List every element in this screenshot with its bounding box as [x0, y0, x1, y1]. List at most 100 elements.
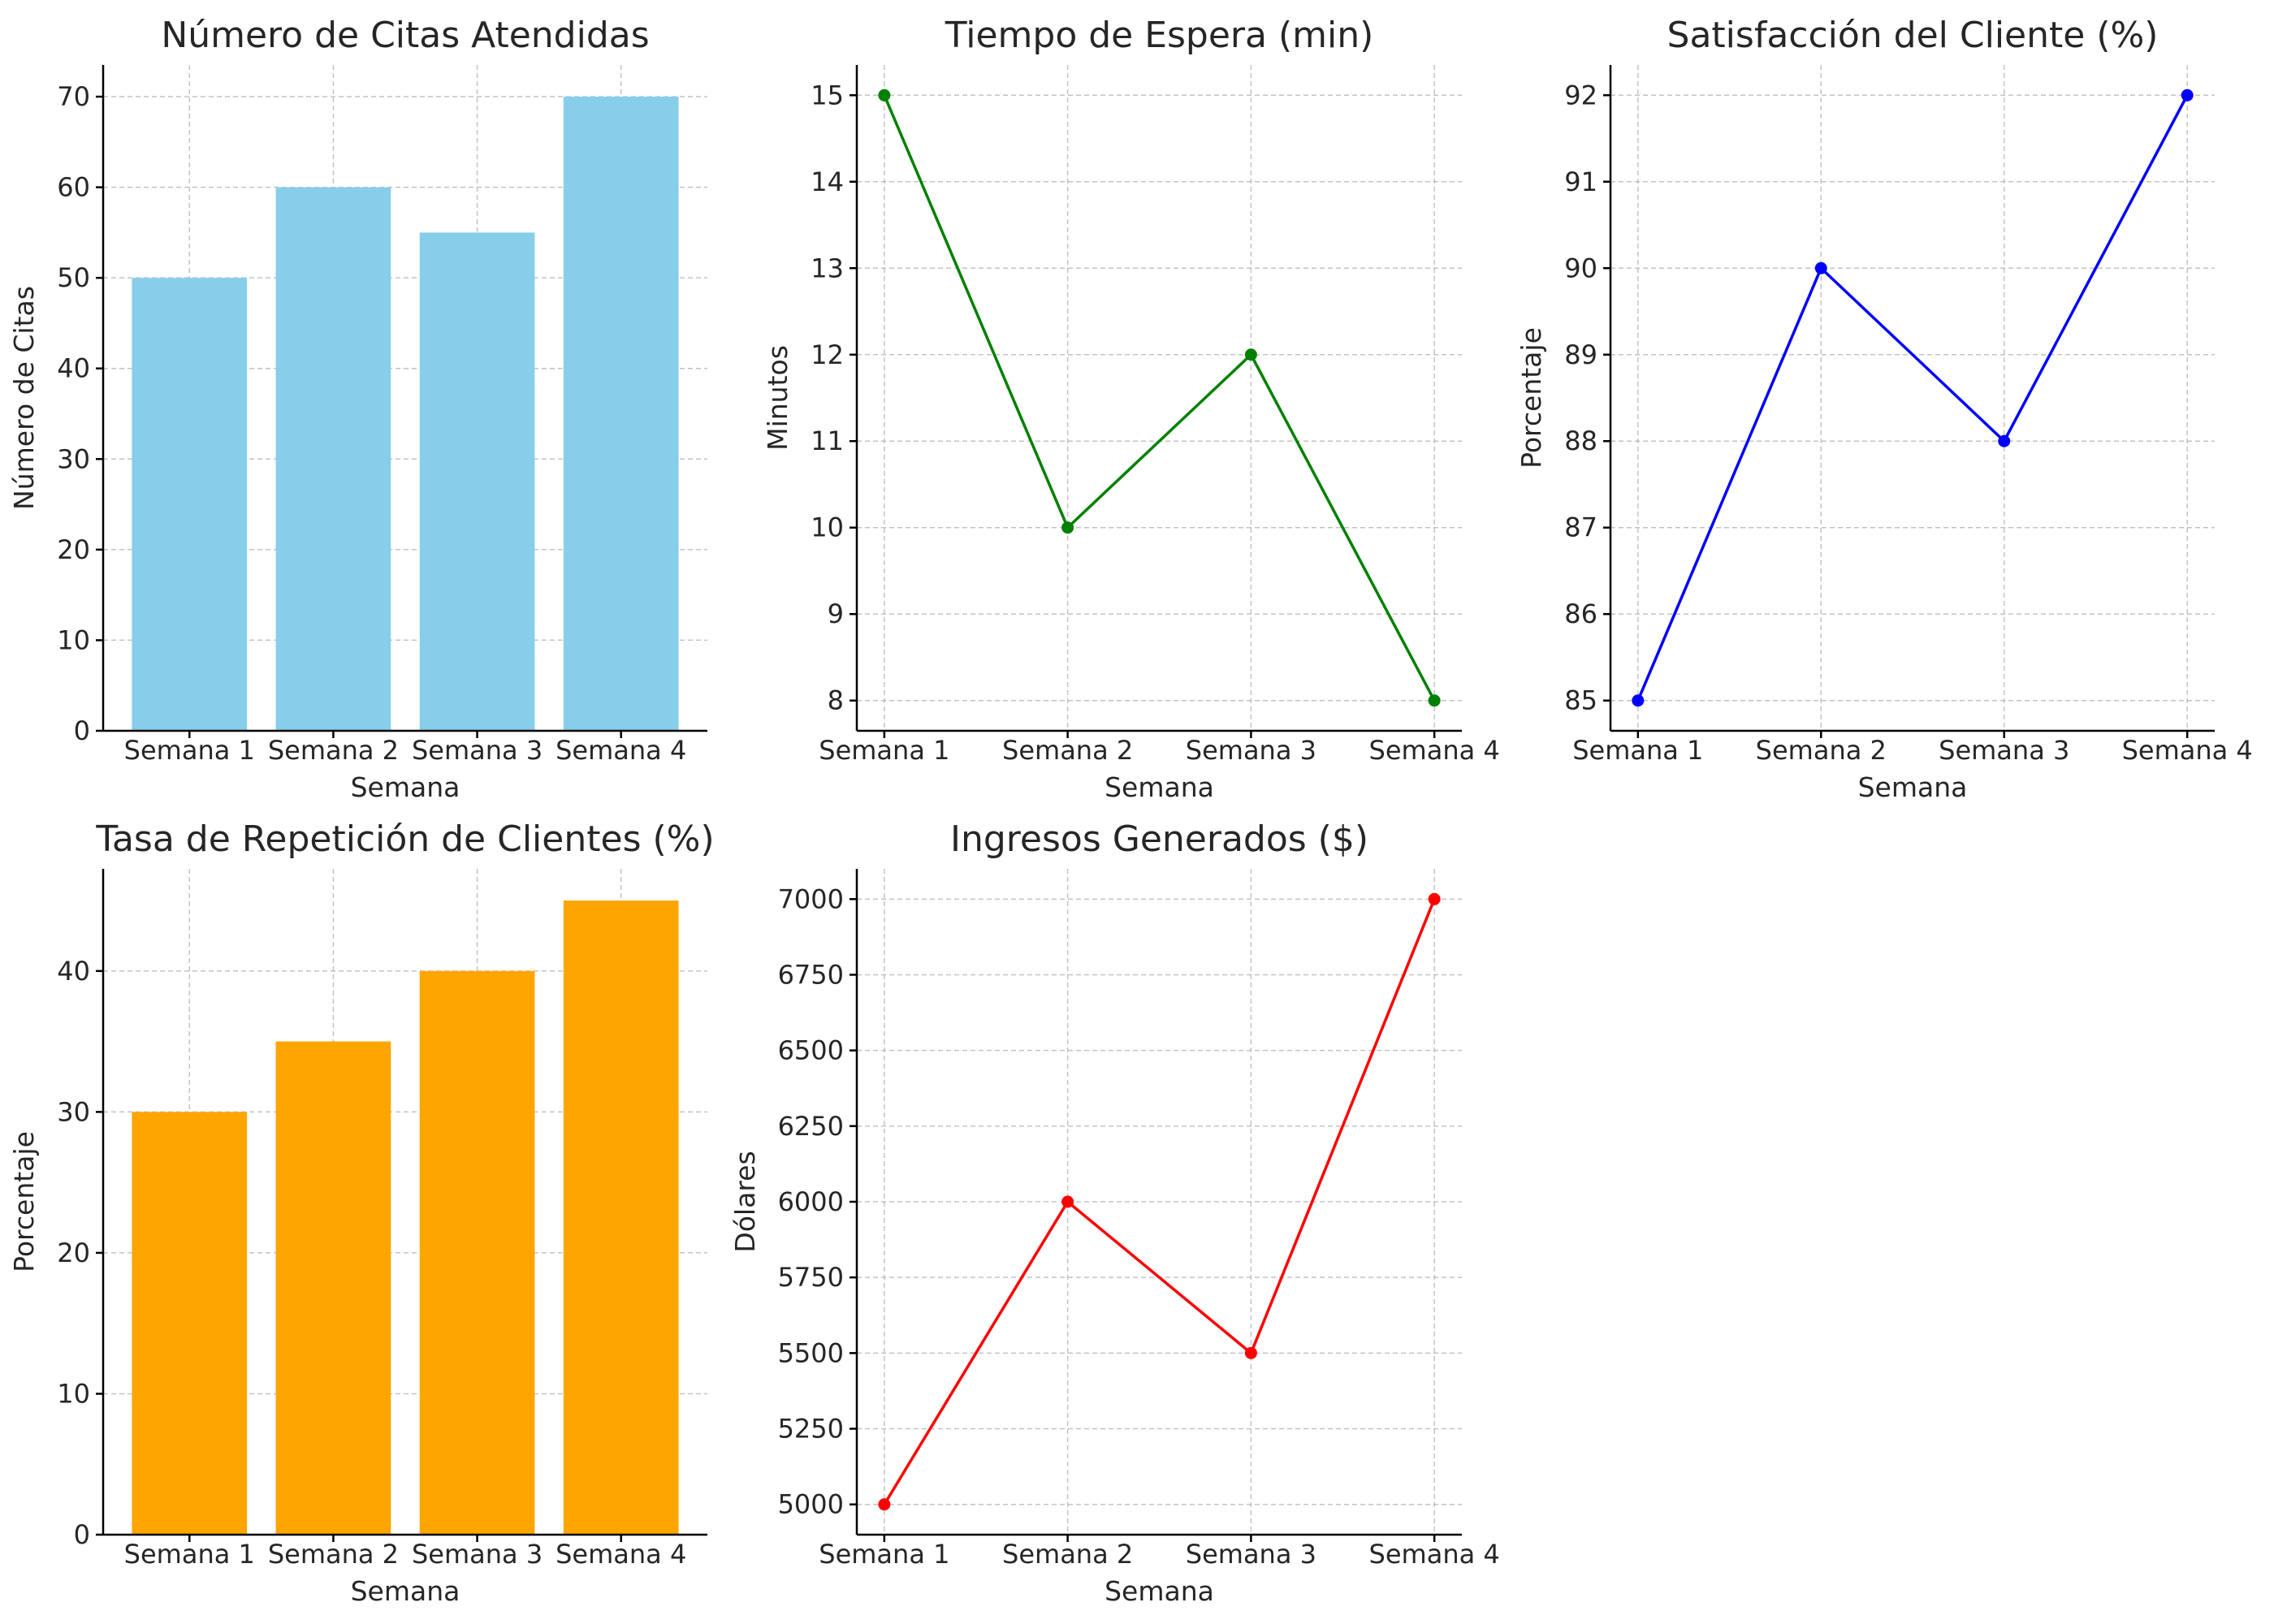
- data-point-1: [878, 1498, 891, 1511]
- x-axis-label: Semana: [1105, 1575, 1214, 1607]
- x-tick-label: Semana 2: [1002, 1539, 1133, 1570]
- y-tick-label: 89: [1564, 339, 1597, 370]
- y-tick-label: 11: [811, 425, 844, 456]
- bar-2: [275, 1041, 391, 1535]
- x-axis-label: Semana: [351, 771, 460, 803]
- y-tick-label: 60: [57, 172, 90, 203]
- y-tick-label: 20: [57, 1237, 90, 1268]
- x-tick-label: Semana 4: [556, 735, 686, 766]
- chart-title: Satisfacción del Cliente (%): [1667, 15, 2159, 56]
- x-tick-label: Semana 1: [1572, 735, 1703, 766]
- data-point-3: [1244, 348, 1257, 361]
- y-tick-label: 88: [1564, 425, 1597, 456]
- data-point-3: [1244, 1346, 1257, 1359]
- data-point-1: [1632, 694, 1645, 707]
- subplot-4: 0 10 20 30 40 Semana 1 Semana 2 Semana 3 Semana …: [8, 818, 715, 1607]
- y-tick-label: 30: [57, 1096, 90, 1127]
- data-point-4: [1428, 694, 1441, 707]
- y-tick-label: 7000: [778, 883, 844, 914]
- bar-2: [275, 187, 391, 731]
- subplot-3: 85 86 87 88 89 90 91 92 Semana 1 Semana 2 Semana 3…: [1515, 15, 2253, 803]
- y-tick-label: 87: [1564, 512, 1597, 543]
- x-tick-label: Semana 1: [124, 735, 255, 766]
- y-tick-label: 6250: [778, 1111, 844, 1142]
- y-tick-label: 92: [1564, 80, 1597, 110]
- y-tick-label: 6000: [778, 1186, 844, 1217]
- x-tick-label: Semana 2: [268, 735, 399, 766]
- data-point-4: [2181, 89, 2194, 102]
- y-tick-label: 5750: [778, 1262, 844, 1293]
- bar-1: [132, 278, 248, 731]
- y-tick-label: 20: [57, 534, 90, 565]
- y-tick-label: 40: [57, 956, 90, 987]
- x-tick-label: Semana 1: [819, 1539, 949, 1570]
- y-tick-label: 50: [57, 262, 90, 293]
- y-axis-label: Porcentaje: [1515, 327, 1547, 469]
- subplot-2: 8 9 10 11 12 13 14 15 Semana 1 Semana 2 Semana 3 Se…: [762, 15, 1500, 803]
- y-axis-label: Minutos: [762, 345, 793, 451]
- y-tick-label: 91: [1564, 166, 1597, 197]
- data-point-3: [1998, 434, 2011, 447]
- y-tick-label: 5500: [778, 1337, 844, 1368]
- x-axis-label: Semana: [1858, 771, 1968, 803]
- y-tick-label: 5250: [778, 1414, 844, 1445]
- series-line: [883, 94, 1436, 702]
- y-tick-label: 0: [74, 1519, 90, 1550]
- chart-title: Tiempo de Espera (min): [945, 15, 1374, 56]
- y-tick-label: 8: [828, 685, 844, 716]
- y-tick-label: 0: [74, 715, 90, 746]
- y-tick-label: 12: [811, 339, 844, 370]
- bar-4: [563, 97, 679, 732]
- y-tick-label: 10: [811, 512, 844, 543]
- subplot-5: 5000 5250 5500 5750 6000 6250 6500 6750 7000 Sema…: [729, 818, 1500, 1607]
- chart-title: Ingresos Generados ($): [950, 818, 1368, 860]
- x-axis-label: Semana: [351, 1575, 460, 1607]
- y-tick-label: 9: [828, 598, 844, 629]
- data-point-4: [1428, 892, 1441, 905]
- y-axis-label: Dólares: [729, 1151, 761, 1252]
- y-tick-label: 90: [1564, 253, 1597, 283]
- y-tick-label: 5000: [778, 1489, 844, 1520]
- chart-title: Número de Citas Atendidas: [161, 15, 649, 56]
- x-tick-label: Semana 3: [412, 1539, 543, 1570]
- y-tick-label: 10: [57, 624, 90, 655]
- chart-title: Tasa de Repetición de Clientes (%): [95, 818, 714, 860]
- x-tick-label: Semana 3: [1186, 735, 1316, 766]
- y-tick-label: 10: [57, 1378, 90, 1409]
- x-tick-label: Semana 4: [556, 1539, 686, 1570]
- series-line: [883, 898, 1436, 1505]
- y-tick-label: 6500: [778, 1035, 844, 1066]
- x-tick-label: Semana 2: [268, 1539, 399, 1570]
- x-tick-label: Semana 2: [1756, 735, 1887, 766]
- data-point-2: [1061, 1195, 1074, 1208]
- y-tick-label: 86: [1564, 598, 1597, 629]
- y-tick-label: 70: [57, 81, 90, 112]
- y-tick-label: 40: [57, 353, 90, 384]
- subplot-1: 0 10 20 30 40 50 60 70 Semana 1 Semana 2 Semana 3 S…: [8, 15, 707, 803]
- y-axis-label: Porcentaje: [8, 1131, 40, 1272]
- x-tick-label: Semana 1: [819, 735, 949, 766]
- y-tick-label: 6750: [778, 959, 844, 990]
- y-axis-label: Número de Citas: [8, 286, 40, 510]
- x-tick-label: Semana 4: [1369, 735, 1500, 766]
- x-tick-label: Semana 3: [1939, 735, 2069, 766]
- y-tick-label: 85: [1564, 685, 1597, 716]
- y-tick-label: 14: [811, 166, 844, 197]
- x-axis-label: Semana: [1105, 771, 1214, 803]
- x-tick-label: Semana 1: [124, 1539, 255, 1570]
- data-point-1: [878, 89, 891, 102]
- x-tick-label: Semana 2: [1002, 735, 1133, 766]
- y-tick-label: 30: [57, 443, 90, 474]
- data-point-2: [1814, 261, 1827, 274]
- x-tick-label: Semana 4: [1369, 1539, 1500, 1570]
- series-line: [1636, 94, 2189, 702]
- bar-3: [419, 232, 535, 732]
- bar-4: [563, 901, 679, 1535]
- x-tick-label: Semana 4: [2122, 735, 2253, 766]
- y-tick-label: 13: [811, 253, 844, 283]
- x-tick-label: Semana 3: [1186, 1539, 1316, 1570]
- bar-3: [419, 970, 535, 1535]
- x-tick-label: Semana 3: [412, 735, 543, 766]
- bar-1: [132, 1112, 248, 1535]
